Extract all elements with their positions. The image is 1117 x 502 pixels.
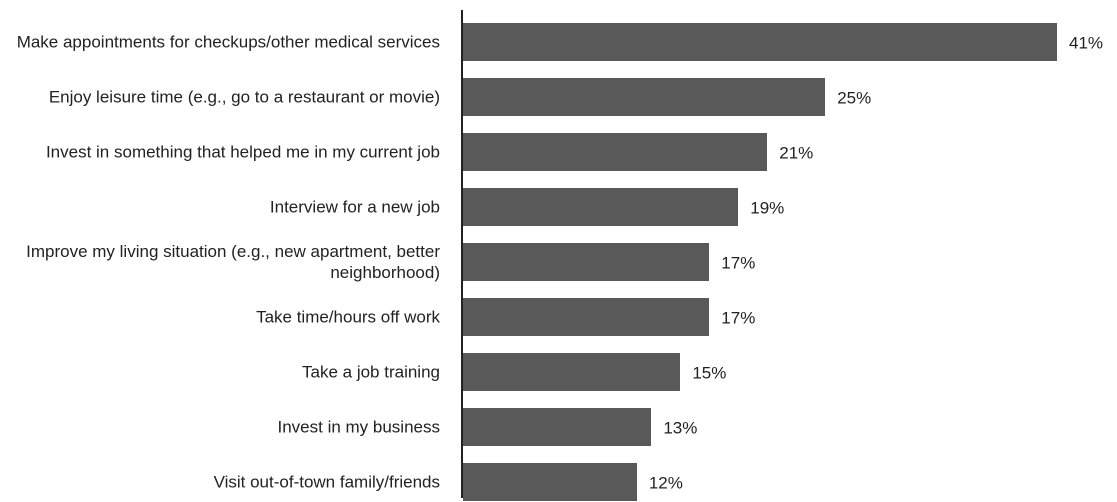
category-label: Improve my living situation (e.g., new a… [26, 242, 440, 282]
bar [463, 78, 826, 116]
category-label: Take time/hours off work [256, 307, 440, 327]
axis-line [461, 10, 463, 498]
value-label: 13% [663, 418, 698, 438]
bar [463, 298, 710, 336]
category-label: Interview for a new job [269, 197, 440, 217]
bar [463, 188, 739, 226]
category-label: Invest in something that helped me in my… [45, 142, 440, 162]
value-label: 21% [779, 143, 814, 163]
category-label: Visit out-of-town family/friends [213, 472, 440, 492]
category-label: Invest in my business [277, 417, 440, 437]
value-label: 25% [837, 88, 872, 108]
category-label: Make appointments for checkups/other med… [16, 32, 440, 52]
value-label: 19% [750, 198, 785, 218]
category-label: Take a job training [302, 362, 440, 382]
category-label: Enjoy leisure time (e.g., go to a restau… [48, 87, 440, 107]
value-label: 15% [692, 363, 727, 383]
bar [463, 408, 652, 446]
bar [463, 463, 637, 501]
value-label: 12% [648, 473, 683, 493]
bar [463, 133, 768, 171]
value-label: 17% [721, 253, 756, 273]
value-label: 17% [721, 308, 756, 328]
bar [463, 353, 681, 391]
bar [463, 23, 1057, 61]
bar [463, 243, 710, 281]
value-label: 41% [1069, 33, 1104, 53]
